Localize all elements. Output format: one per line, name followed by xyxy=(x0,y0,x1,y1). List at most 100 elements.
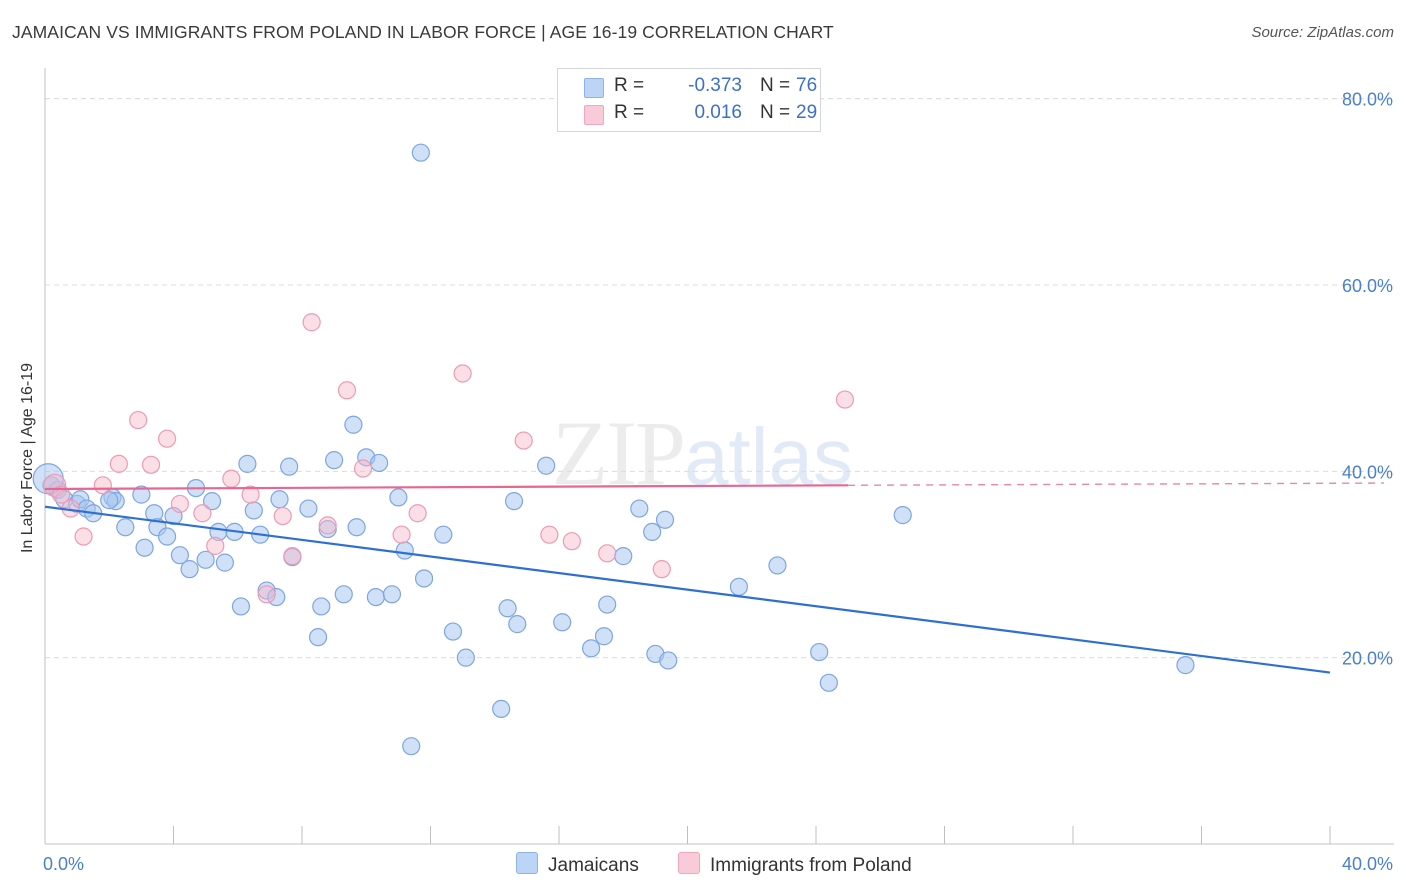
legend-n-label: N = xyxy=(760,75,791,96)
jamaican-point xyxy=(1176,656,1195,675)
jamaican-point xyxy=(312,597,331,616)
poland-point xyxy=(353,459,373,478)
poland-point xyxy=(302,313,321,332)
jamaican-point xyxy=(819,673,838,692)
jamaican-point xyxy=(116,518,135,537)
poland-point xyxy=(93,476,112,495)
poland-point xyxy=(514,431,533,450)
jamaicans-trend-line xyxy=(44,505,1331,674)
jamaican-point xyxy=(582,639,601,658)
poland-point xyxy=(540,525,559,544)
jamaican-point xyxy=(443,622,463,641)
jamaican-point xyxy=(196,550,215,569)
poland-point xyxy=(652,560,671,579)
jamaican-point xyxy=(414,569,434,588)
poland-point xyxy=(273,506,292,526)
jamaican-point xyxy=(157,527,177,546)
jamaicans-points xyxy=(32,143,1195,756)
jamaican-point xyxy=(643,522,662,541)
jamaicans-swatch xyxy=(584,78,604,98)
jamaican-point xyxy=(347,518,366,537)
legend-r-label: R = xyxy=(614,102,645,123)
jamaican-point xyxy=(244,501,263,520)
jamaican-point xyxy=(280,457,299,476)
jamaican-point xyxy=(389,488,408,507)
jamaican-point xyxy=(344,415,363,434)
poland-point xyxy=(241,485,260,504)
jamaican-point xyxy=(135,538,154,557)
poland-legend-label: Immigrants from Poland xyxy=(710,855,912,876)
poland-point xyxy=(157,429,177,448)
jamaican-point xyxy=(215,553,234,572)
jamaican-point xyxy=(395,541,414,560)
source-credit: Source: ZipAtlas.com xyxy=(1251,24,1394,41)
trend-lines xyxy=(44,482,1385,674)
poland-point xyxy=(283,547,302,566)
x-tick-label-min: 0.0% xyxy=(43,854,84,874)
correlation-legend: R = -0.373 N = 76 R = 0.016 N = 29 xyxy=(557,68,821,132)
jamaican-point xyxy=(411,143,430,162)
poland-point xyxy=(453,364,472,383)
legend-n-label: N = xyxy=(760,102,791,123)
y-tick-label: 20.0% xyxy=(1342,649,1393,669)
grid-lines xyxy=(45,98,1394,659)
jamaican-point xyxy=(768,556,787,575)
legend-n-value: 76 xyxy=(796,75,818,96)
jamaican-point xyxy=(594,627,614,646)
jamaican-point xyxy=(508,615,527,634)
poland-point xyxy=(170,494,190,514)
jamaican-point xyxy=(334,585,353,604)
jamaican-point xyxy=(132,485,151,504)
jamaican-point xyxy=(659,651,678,670)
chart-title: JAMAICAN VS IMMIGRANTS FROM POLAND IN LA… xyxy=(12,22,834,42)
poland-point xyxy=(562,532,581,551)
poland-point xyxy=(257,585,276,604)
x-tick-label-max: 40.0% xyxy=(1342,854,1393,874)
poland-point xyxy=(206,536,225,555)
jamaican-point xyxy=(366,587,385,607)
poland-point xyxy=(43,473,67,497)
axes xyxy=(44,68,1394,845)
jamaican-point xyxy=(434,525,453,544)
jamaican-point xyxy=(170,546,190,565)
jamaican-point xyxy=(598,595,617,614)
tick-labels: 20.0% 40.0% 60.0% 80.0% 0.0% 40.0% xyxy=(43,90,1393,874)
poland-point xyxy=(51,485,71,504)
poland-point xyxy=(318,516,337,535)
jamaican-point xyxy=(382,585,402,604)
poland-trend-line xyxy=(44,484,849,491)
jamaican-point xyxy=(238,454,257,473)
poland-swatch xyxy=(584,105,604,125)
jamaican-point xyxy=(729,577,749,596)
legend-r-label: R = xyxy=(614,75,645,96)
jamaican-point xyxy=(180,560,199,579)
poland-point xyxy=(835,390,855,409)
poland-legend-swatch xyxy=(678,852,700,874)
poland-point xyxy=(129,410,148,430)
jamaican-point xyxy=(810,642,829,662)
y-tick-label: 40.0% xyxy=(1342,462,1393,482)
jamaican-point xyxy=(270,490,289,509)
jamaicans-legend-label: Jamaicans xyxy=(548,855,639,876)
poland-trend-extension xyxy=(848,482,1385,486)
bottom-legend-jamaicans: Jamaicans xyxy=(516,852,639,877)
poland-point xyxy=(337,381,357,400)
poland-point xyxy=(222,469,241,488)
jamaican-point xyxy=(498,599,517,618)
jamaican-point xyxy=(553,613,572,632)
y-tick-label: 60.0% xyxy=(1342,276,1393,296)
jamaican-point xyxy=(202,492,222,511)
poland-point xyxy=(193,504,212,523)
jamaican-point xyxy=(893,506,912,525)
poland-point xyxy=(74,527,93,546)
legend-n-value: 29 xyxy=(796,102,818,123)
jamaican-point xyxy=(231,597,251,616)
jamaican-point xyxy=(370,453,389,473)
jamaican-point xyxy=(308,628,328,647)
jamaican-point xyxy=(456,648,475,667)
jamaican-point xyxy=(402,737,421,756)
poland-point xyxy=(392,525,411,544)
legend-r-value: 0.016 xyxy=(694,102,742,123)
legend-r-value: -0.373 xyxy=(688,75,742,96)
